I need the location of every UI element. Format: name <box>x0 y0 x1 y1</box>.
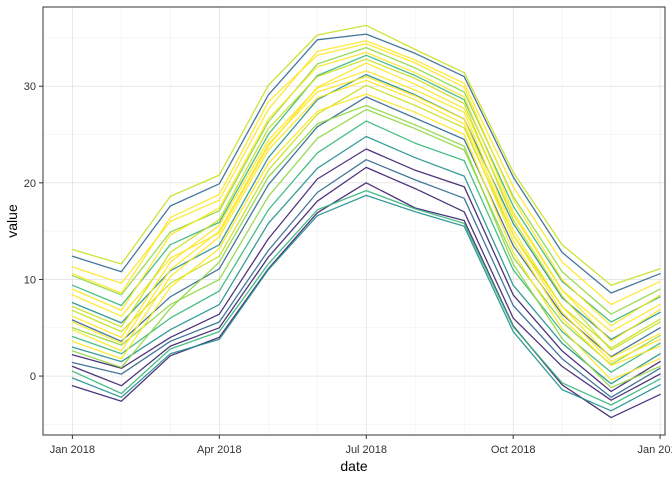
series-line-s22 <box>71 58 661 351</box>
series-line-s08 <box>71 120 661 373</box>
x-tick-label: Apr 2018 <box>197 444 242 456</box>
x-tick-label: Jul 2018 <box>345 444 387 456</box>
x-axis: Jan 2018 Apr 2018 Jul 2018 Oct 2018 Jan 2019 <box>50 435 672 456</box>
y-tick-label: 10 <box>24 274 36 286</box>
series-line-s02 <box>71 194 661 412</box>
series-line-s16 <box>71 40 661 306</box>
y-tick-label: 0 <box>30 371 36 383</box>
y-tick-label: 20 <box>24 178 36 190</box>
y-tick-label: 30 <box>24 81 36 93</box>
x-axis-title: date <box>340 458 367 474</box>
series-lines <box>71 24 661 419</box>
series-line-s10 <box>71 96 661 358</box>
panel-border <box>42 6 666 436</box>
series-line-s24 <box>71 104 661 389</box>
series-line-s20 <box>71 70 661 359</box>
series-line-s06 <box>71 148 661 393</box>
series-line-s17 <box>71 33 661 294</box>
y-axis: 0 10 20 30 <box>24 81 43 383</box>
series-line-s23 <box>71 79 661 367</box>
series-line-s19 <box>71 93 661 381</box>
x-tick-label: Jan 2018 <box>50 444 95 456</box>
series-line-s21 <box>71 51 661 342</box>
series-line-s01 <box>71 182 661 419</box>
series-line-s05 <box>71 159 661 398</box>
series-line-s14 <box>71 54 661 323</box>
grid-lines <box>43 7 665 435</box>
series-line-s04 <box>71 166 661 401</box>
series-line-s26 <box>71 75 661 363</box>
x-tick-label: Jan 2019 <box>637 444 672 456</box>
x-tick-label: Oct 2018 <box>491 444 536 456</box>
series-line-s03 <box>71 189 661 406</box>
series-line-s15 <box>71 46 661 315</box>
series-line-s18 <box>71 24 661 286</box>
series-line-s25 <box>71 43 661 327</box>
y-axis-title: value <box>4 204 20 238</box>
series-line-s07 <box>71 135 661 385</box>
series-line-s09 <box>71 108 661 366</box>
